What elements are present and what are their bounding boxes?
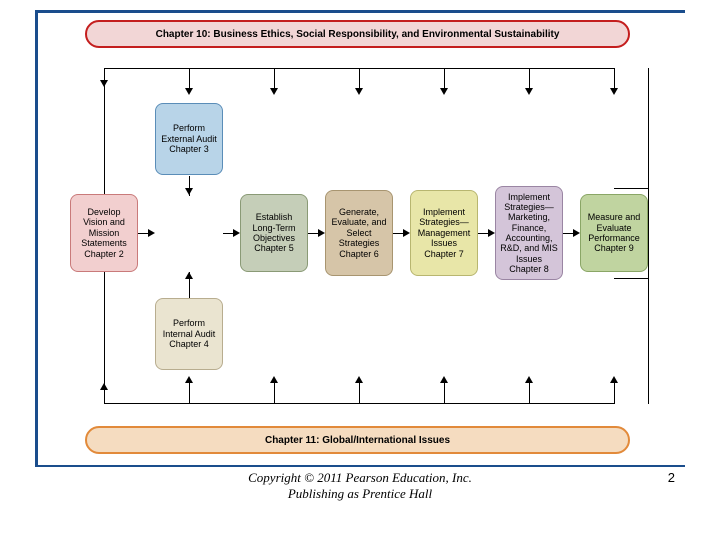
box-internal-audit: Perform Internal Audit Chapter 4	[155, 298, 223, 370]
box-objectives: Establish Long-Term Objectives Chapter 5	[240, 194, 308, 272]
footer-line	[35, 465, 685, 467]
box-marketing: Implement Strategies—Marketing, Finance,…	[495, 186, 563, 280]
copyright-text: Copyright © 2011 Pearson Education, Inc.…	[0, 470, 720, 502]
banner-chapter-10: Chapter 10: Business Ethics, Social Resp…	[85, 20, 630, 48]
feedback-right	[648, 68, 649, 404]
box-vision: Develop Vision and Mission Statements Ch…	[70, 194, 138, 272]
page-number: 2	[668, 470, 675, 485]
feedback-right-up-link	[614, 188, 649, 189]
box-measure: Measure and Evaluate Performance Chapter…	[580, 194, 648, 272]
banner-chapter-11: Chapter 11: Global/International Issues	[85, 426, 630, 454]
box-external-audit: Perform External Audit Chapter 3	[155, 103, 223, 175]
feedback-right-down-link	[614, 278, 649, 279]
strategy-model-diagram: Develop Vision and Mission Statements Ch…	[60, 48, 660, 426]
box-mgmt: Implement Strategies—Management Issues C…	[410, 190, 478, 276]
box-generate: Generate, Evaluate, and Select Strategie…	[325, 190, 393, 276]
